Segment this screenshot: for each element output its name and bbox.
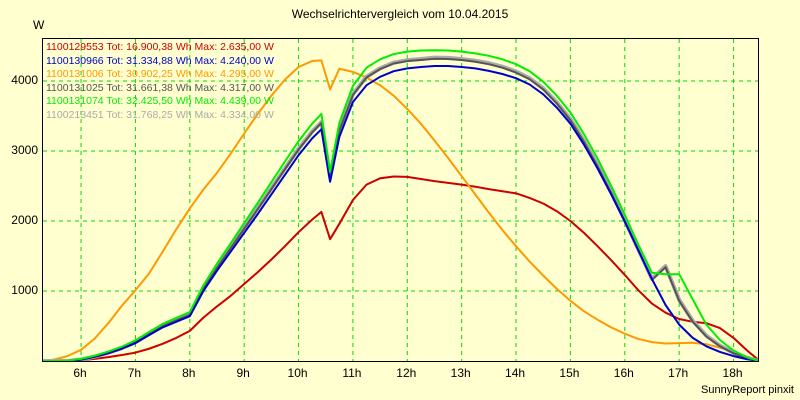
plot-svg [43,39,758,361]
y-tick-1000: 1000 [11,283,38,297]
x-tick-8h: 8h [182,366,196,380]
y-axis-unit-label: W [33,18,45,32]
x-tick-9h: 9h [236,366,250,380]
y-tick-2000: 2000 [11,213,38,227]
x-tick-16h: 16h [613,366,634,380]
x-tick-17h: 17h [668,366,689,380]
grid-lines [43,39,758,361]
y-tick-3000: 3000 [11,143,38,157]
x-tick-10h: 10h [287,366,308,380]
x-tick-14h: 14h [505,366,526,380]
x-tick-12h: 12h [396,366,417,380]
x-tick-6h: 6h [73,366,87,380]
series-line-1100131074 [43,49,758,361]
plot-area [42,38,759,362]
x-tick-15h: 15h [559,366,580,380]
chart-title: Wechselrichtervergleich vom 10.04.2015 [291,7,509,21]
x-tick-18h: 18h [722,366,743,380]
footer-credit: SunnyReport pinxit [701,384,794,396]
series-line-1100130966 [43,64,758,361]
series-line-1100129553 [43,175,758,361]
y-tick-4000: 4000 [11,73,38,87]
series-line-1100131025 [43,57,758,361]
x-tick-11h: 11h [342,366,362,380]
x-tick-7h: 7h [127,366,142,380]
x-tick-13h: 13h [450,366,471,380]
series-line-1100131006 [43,59,758,361]
